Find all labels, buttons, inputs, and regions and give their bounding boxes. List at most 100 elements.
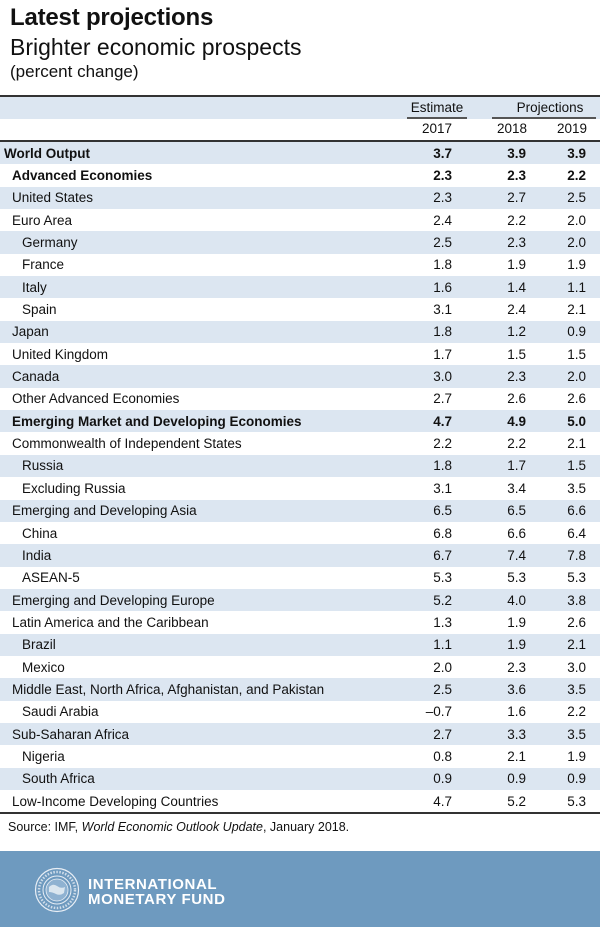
table-row: Emerging Market and Developing Economies… [0,410,600,433]
value-2019: 5.0 [567,413,586,429]
value-2019: 0.9 [567,324,586,340]
value-2017: –0.7 [425,704,452,720]
value-2017: 2.3 [433,190,452,206]
value-2017: 0.8 [433,748,452,764]
year-header: 2018 [496,121,528,136]
value-2018: 0.9 [507,771,526,787]
row-label: Nigeria [22,748,65,764]
row-label: Emerging and Developing Asia [12,503,197,519]
value-2018: 2.3 [507,168,526,184]
imf-seal-icon [34,867,80,913]
value-2017: 2.2 [433,436,452,452]
table-row: Latin America and the Caribbean 1.3 1.9 2.6 [0,611,600,633]
row-label: Italy [22,279,47,295]
row-label: Japan [12,324,49,340]
source-suffix: , January 2018. [262,820,350,834]
table-row: Other Advanced Economies 2.7 2.6 2.6 [0,388,600,410]
row-label: Canada [12,369,60,385]
value-2019: 3.0 [567,659,586,675]
estimate-underline [407,117,467,119]
row-label: India [22,547,52,563]
value-2018: 2.3 [507,659,526,675]
value-2019: 1.5 [567,346,586,362]
value-2019: 0.9 [567,771,586,787]
value-2019: 2.6 [567,391,586,407]
row-label: Mexico [22,659,65,675]
value-2017: 1.8 [433,458,452,474]
table-row: France 1.8 1.9 1.9 [0,254,600,276]
table-row: Spain 3.1 2.4 2.1 [0,298,600,320]
value-2019: 2.5 [567,190,586,206]
value-2017: 2.0 [433,659,452,675]
row-label: China [22,525,58,541]
row-label: Euro Area [12,212,73,228]
imf-wordmark: INTERNATIONAL MONETARY FUND [88,877,226,907]
value-2018: 7.4 [507,547,526,563]
projections-table: World Output 3.7 3.9 3.9 Advanced Economies 2… [0,142,600,812]
row-label: United Kingdom [12,346,109,362]
year-row: 2017 2018 2019 [0,119,600,140]
row-label: South Africa [22,771,95,787]
value-2019: 3.9 [567,145,586,161]
value-2017: 1.1 [433,637,452,653]
row-label: Spain [22,302,57,318]
value-2019: 1.9 [567,748,586,764]
table-row: World Output 3.7 3.9 3.9 [0,142,600,165]
value-2019: 3.5 [567,726,586,742]
value-2017: 3.1 [433,302,452,318]
table-row: South Africa 0.9 0.9 0.9 [0,767,600,790]
value-2019: 7.8 [567,547,586,563]
value-2018: 2.2 [507,212,526,228]
value-2019: 2.0 [567,235,586,251]
value-2019: 5.3 [567,793,586,809]
value-2019: 2.2 [567,704,586,720]
row-label: Germany [22,235,78,251]
row-label: France [22,257,65,273]
value-2019: 6.4 [567,525,586,541]
table-row: Emerging and Developing Europe 5.2 4.0 3.8 [0,588,600,612]
table-row: Russia 1.8 1.7 1.5 [0,454,600,478]
table-row: Emerging and Developing Asia 6.5 6.5 6.6 [0,499,600,522]
value-2018: 2.3 [507,235,526,251]
row-label: Saudi Arabia [22,704,99,720]
value-2017: 6.8 [433,525,452,541]
source-publication: World Economic Outlook Update [81,820,263,834]
value-2019: 3.8 [567,592,586,608]
value-2017: 1.3 [433,614,452,630]
value-2019: 1.1 [567,279,586,295]
value-2018: 1.2 [507,324,526,340]
value-2018: 2.7 [507,190,526,206]
table-row: India 6.7 7.4 7.8 [0,544,600,567]
row-label: Other Advanced Economies [12,391,180,407]
value-2019: 5.3 [567,570,586,586]
source-prefix: Source: IMF, [8,820,82,834]
row-label: Latin America and the Caribbean [12,614,209,630]
value-2018: 1.9 [507,257,526,273]
value-2019: 3.5 [567,480,586,496]
unit-label: (percent change) [10,62,139,81]
value-2017: 2.4 [433,212,452,228]
value-2017: 2.7 [433,726,452,742]
row-label: ASEAN-5 [22,570,80,586]
value-2018: 1.6 [507,704,526,720]
value-2018: 4.9 [507,413,526,429]
value-2019: 3.5 [567,681,586,697]
value-2017: 4.7 [433,793,452,809]
page-subtitle: Brighter economic prospects [10,34,302,60]
value-2018: 2.6 [507,391,526,407]
top-rule [0,95,600,97]
value-2019: 2.2 [567,168,586,184]
source-note: Source: IMF, World Economic Outlook Upda… [8,820,349,834]
table-row: Mexico 2.0 2.3 3.0 [0,656,600,678]
table-row: Advanced Economies 2.3 2.3 2.2 [0,164,600,186]
value-2019: 2.1 [567,302,586,318]
table-row: United Kingdom 1.7 1.5 1.5 [0,343,600,365]
row-label: Sub-Saharan Africa [12,726,130,742]
value-2017: 0.9 [433,771,452,787]
table-row: Excluding Russia 3.1 3.4 3.5 [0,477,600,499]
table-row: Euro Area 2.4 2.2 2.0 [0,209,600,231]
value-2017: 3.0 [433,369,452,385]
table-row: ASEAN-5 5.3 5.3 5.3 [0,567,600,589]
table-row: Italy 1.6 1.4 1.1 [0,276,600,299]
bottom-rule [0,812,600,814]
